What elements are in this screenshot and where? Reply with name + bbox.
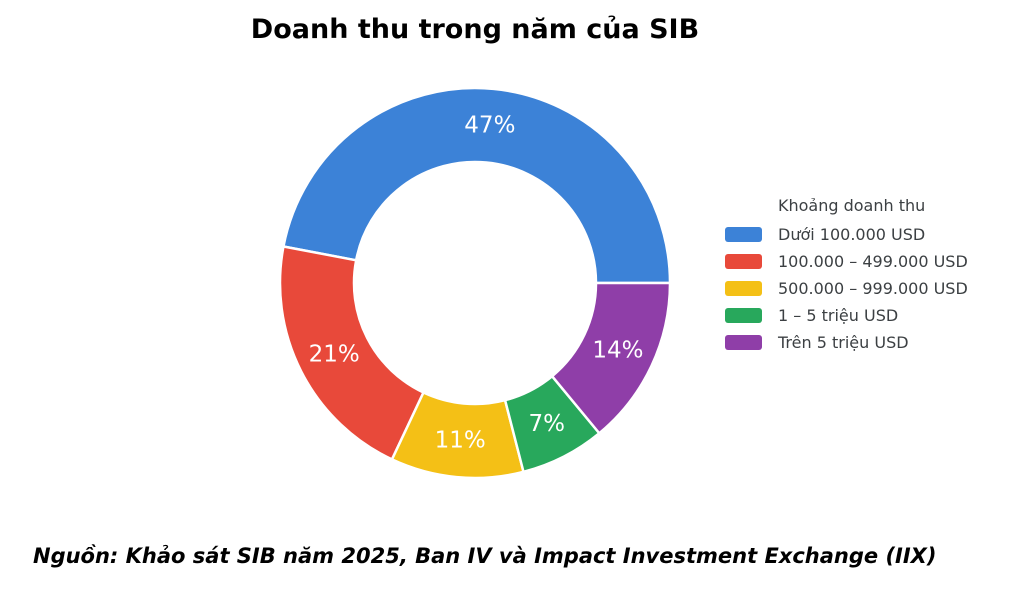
legend-item-1: Dưới 100.000 USD [725,221,968,248]
slice-label-4: 7% [528,411,565,437]
legend-item-5: Trên 5 triệu USD [725,329,968,356]
legend-rows: Dưới 100.000 USD 100.000 – 499.000 USD 500… [725,221,968,356]
source-note: Nguồn: Khảo sát SIB năm 2025, Ban IV và … [33,544,937,568]
legend: Khoảng doanh thu Dưới 100.000 USD 100.000… [725,196,968,356]
pie-slice-1 [282,86,672,285]
chart-title: Doanh thu trong năm của SIB [250,14,700,45]
legend-swatch-5 [725,335,762,350]
slice-label-1: 47% [464,113,515,139]
legend-title: Khoảng doanh thu [778,196,926,215]
legend-item-2: 100.000 – 499.000 USD [725,248,968,275]
legend-label-3: 500.000 – 999.000 USD [778,279,968,298]
legend-swatch-2 [725,254,762,269]
slice-label-2: 21% [309,342,360,368]
slice-label-5: 14% [592,337,643,363]
legend-item-4: 1 – 5 triệu USD [725,302,968,329]
pie-slice-5 [550,281,672,435]
legend-label-4: 1 – 5 triệu USD [778,306,899,325]
slice-label-3: 11% [435,427,486,453]
legend-label-1: Dưới 100.000 USD [778,225,926,244]
legend-swatch-1 [725,227,762,242]
legend-swatch-3 [725,281,762,296]
legend-swatch-4 [725,308,762,323]
legend-item-3: 500.000 – 999.000 USD [725,275,968,302]
pie-slice-2 [278,245,425,461]
legend-label-2: 100.000 – 499.000 USD [778,252,968,271]
legend-label-5: Trên 5 triệu USD [778,333,909,352]
donut-chart: 47% 21% 11% 7% 14% [278,86,672,480]
